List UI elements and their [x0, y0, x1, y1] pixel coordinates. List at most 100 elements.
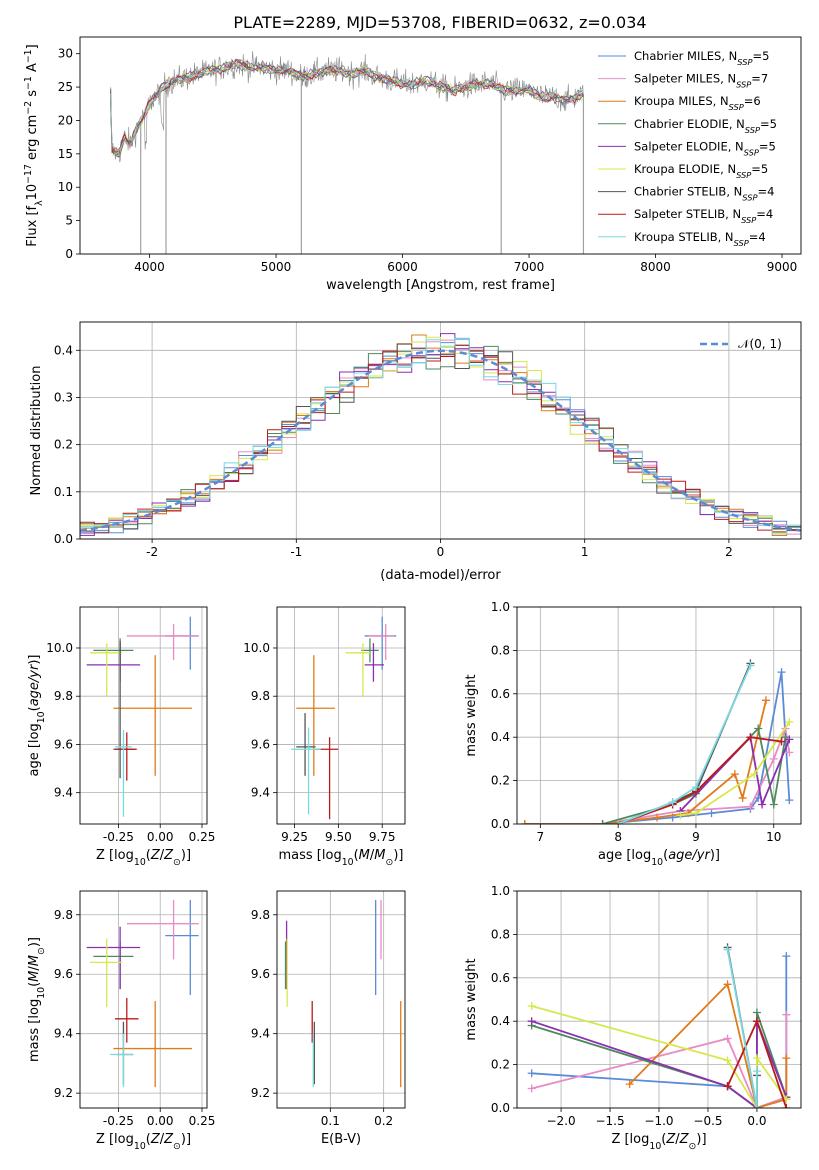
axes-frame — [276, 890, 406, 1109]
mass-weight-series-4 — [531, 1020, 788, 1108]
plot-area — [110, 50, 585, 254]
observed-spectrum-line — [110, 50, 584, 163]
y-tick-label: 9.4 — [251, 1027, 270, 1041]
mass-weight-series-2 — [524, 700, 767, 824]
plot-area — [80, 333, 801, 539]
x-tick-label: 6000 — [387, 260, 418, 274]
y-tick-label: 15 — [58, 147, 73, 161]
mass-weight-marker — [668, 798, 677, 807]
errorbar-point-2 — [113, 1000, 192, 1088]
x-axis-label: Z [log10(Z/Z⊙)] — [96, 1132, 191, 1152]
y-tick-label: 9.6 — [54, 737, 73, 751]
y-tick-label: 9.4 — [54, 1027, 73, 1041]
x-tick-label: 8 — [614, 830, 622, 844]
plot-area — [291, 616, 397, 820]
y-tick-label: 0.8 — [491, 927, 510, 941]
mass-weight-marker — [723, 945, 732, 954]
mass-weight-marker — [752, 1008, 761, 1017]
plot-area — [284, 899, 402, 1088]
y-tick-label: 25 — [58, 80, 73, 94]
errorbar-point-8 — [291, 727, 321, 815]
mass-weight-marker — [754, 724, 763, 733]
legend-entry-label: Chabrier ELODIE, NSSP=5 — [634, 117, 777, 135]
x-axis-label: age [log10(age/yr)] — [598, 848, 720, 868]
mass-weight-marker — [782, 1010, 791, 1019]
y-tick-label: 0.0 — [491, 817, 510, 831]
legend-entry-label: Kroupa ELODIE, NSSP=5 — [634, 162, 768, 180]
errorbar-point-6 — [296, 713, 316, 776]
mass-weight-marker — [746, 661, 755, 670]
errorbar-point-1 — [126, 899, 199, 960]
y-axis-label: Flux [fλ10−17 erg cm−2 s−1 A−1] — [23, 44, 45, 246]
y-tick-label: 10.0 — [243, 641, 270, 655]
mass-weight-marker — [527, 1017, 536, 1026]
y-tick-label: 0.2 — [54, 438, 73, 452]
mass-weight-marker — [746, 733, 755, 742]
mass-weight-series-5 — [680, 721, 791, 817]
mass-weight-marker — [746, 802, 755, 811]
x-axis-label: mass [log10(M/M⊙)] — [279, 848, 404, 868]
panel-mass-weight-vs-Z: −2.0 −1.5 −1.0 −0.5 0.0 0.0 0.2 0.4 0.6 0.8 1.0 Z [… — [464, 884, 802, 1152]
errorbar-point-5 — [345, 643, 370, 697]
x-axis-label: wavelength [Angstrom, rest frame] — [326, 278, 555, 293]
y-tick-label: 20 — [58, 113, 73, 127]
x-tick-label: 0.25 — [189, 1114, 216, 1128]
mass-weight-marker — [723, 1082, 732, 1091]
mass-weight-marker — [723, 1034, 732, 1043]
normal-reference-curve — [80, 349, 801, 532]
x-axis-label: (data-model)/error — [380, 568, 501, 583]
mass-weight-marker — [752, 1067, 761, 1076]
model-spectrum-5 — [110, 59, 584, 157]
y-tick-label: 30 — [58, 47, 73, 61]
plot-area — [86, 899, 199, 1088]
x-tick-label: −2.0 — [546, 1114, 575, 1128]
y-tick-label: 0.4 — [491, 1014, 510, 1028]
errorbar-point-8 — [115, 729, 132, 817]
x-axis-label: Z [log10(Z/Z⊙)] — [96, 848, 191, 868]
y-tick-label: 0.2 — [491, 1058, 510, 1072]
x-tick-label: 7000 — [514, 260, 545, 274]
mass-weight-marker — [758, 800, 767, 809]
errorbar-point-6 — [113, 640, 136, 779]
y-tick-label: 10.0 — [46, 641, 73, 655]
model-spectrum-8 — [110, 61, 584, 152]
legend-entry-label: Salpeter STELIB, NSSP=4 — [634, 207, 773, 225]
panel-mass-weight-vs-age: 7 8 9 10 0.0 0.2 0.4 0.6 0.8 1.0 age [log10(age/yr… — [464, 600, 802, 868]
x-tick-label: 2 — [725, 545, 733, 559]
mass-weight-marker — [614, 820, 623, 824]
y-tick-label: 9.6 — [54, 967, 73, 981]
errorbar-point-8 — [110, 1033, 134, 1088]
mass-weight-series-8 — [617, 665, 752, 824]
axes-frame — [516, 890, 802, 1109]
y-tick-label: 9.8 — [251, 908, 270, 922]
y-tick-label: 9.4 — [54, 786, 73, 800]
mass-weight-marker — [782, 1054, 791, 1063]
mass-weight-marker — [752, 1017, 761, 1026]
y-axis-label: age [log10(age/yr)] — [27, 654, 47, 776]
y-tick-label: 9.6 — [251, 737, 270, 751]
plot-area — [86, 616, 199, 817]
errorbar-point-3 — [93, 941, 134, 990]
mass-weight-series-8 — [726, 949, 758, 1108]
y-tick-label: 0.0 — [491, 1101, 510, 1115]
legend-entry-label: 𝒩(0, 1) — [738, 337, 782, 351]
panel-mass-vs-ebv: 0.1 0.2 9.2 9.4 9.6 9.8 E(B-V) — [251, 890, 406, 1147]
y-axis-label: Normed distribution — [29, 366, 44, 496]
x-tick-label: -2 — [146, 545, 158, 559]
mass-weight-marker — [723, 1056, 732, 1065]
mass-weight-marker — [750, 770, 759, 779]
x-axis-label: E(B-V) — [321, 1132, 361, 1147]
y-tick-label: 9.4 — [251, 786, 270, 800]
errorbar-point-5 — [90, 643, 122, 697]
x-tick-label: 10 — [766, 830, 781, 844]
y-tick-label: 9.8 — [54, 908, 73, 922]
mass-weight-marker — [527, 1084, 536, 1093]
legend-entry-label: Salpeter ELODIE, NSSP=5 — [634, 139, 776, 157]
axes-frame — [516, 606, 802, 825]
errorbar-point-3 — [361, 638, 379, 663]
y-axis-label: mass weight — [464, 674, 479, 756]
x-tick-label: 8000 — [640, 260, 671, 274]
errorbar-point-6 — [116, 1021, 134, 1085]
x-tick-label: -1 — [290, 545, 302, 559]
